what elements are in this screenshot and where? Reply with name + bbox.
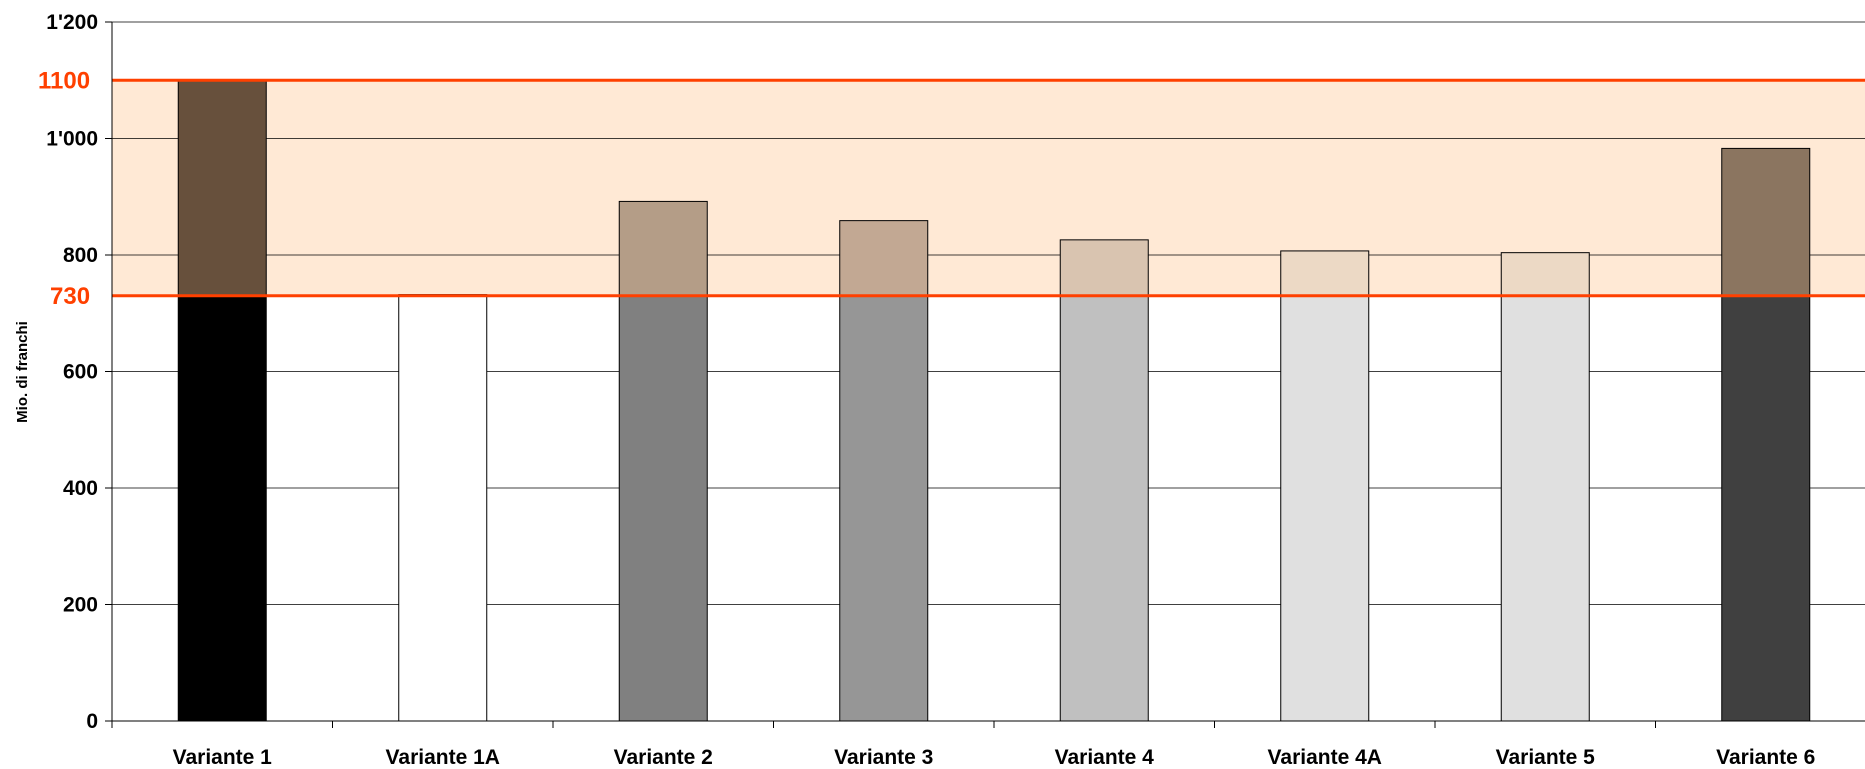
reference-lines xyxy=(112,78,1865,298)
bar-band-segment xyxy=(839,220,929,297)
bar-base-segment xyxy=(398,295,488,722)
x-category-label: Variante 6 xyxy=(1716,746,1815,769)
x-category-label: Variante 4A xyxy=(1268,746,1382,769)
y-tick-label: 0 xyxy=(86,710,98,733)
y-axis-label: Mio. di franchi xyxy=(14,321,31,423)
y-tick-label: 600 xyxy=(63,361,98,384)
reference-band-fill xyxy=(112,80,1865,296)
reference-band xyxy=(112,80,1865,296)
bar-band-segment xyxy=(1059,239,1149,297)
bar-base-segment xyxy=(1721,295,1811,722)
bar-band-segment xyxy=(618,200,708,297)
reference-label-high: 1100 xyxy=(38,67,90,94)
bar-base-segment xyxy=(839,295,929,722)
y-tick-labels: 0 200 400 600 800 1'000 1'200 xyxy=(46,11,98,733)
x-category-label: Variante 4 xyxy=(1055,746,1155,769)
bar-band-segment xyxy=(1280,250,1370,297)
x-category-label: Variante 2 xyxy=(614,746,713,769)
bars xyxy=(177,79,1811,722)
bar-base-segment xyxy=(1059,295,1149,722)
y-tick-label: 1'200 xyxy=(46,11,98,34)
bar-band-segment xyxy=(1721,147,1811,297)
bar-base-segment xyxy=(177,295,267,722)
x-category-label: Variante 3 xyxy=(834,746,933,769)
x-category-labels: Variante 1 Variante 1A Variante 2 Variante … xyxy=(173,746,1816,769)
x-category-label: Variante 5 xyxy=(1496,746,1596,769)
y-tick-label: 400 xyxy=(63,477,98,500)
y-tick-label: 200 xyxy=(63,594,98,617)
bar-base-segment xyxy=(1500,295,1590,722)
bar-band-segment xyxy=(177,79,267,297)
x-category-label: Variante 1A xyxy=(386,746,500,769)
y-tick-label: 800 xyxy=(63,244,98,267)
axes xyxy=(105,21,1865,728)
bar-band-segment xyxy=(1500,252,1590,297)
y-tick-label: 1'000 xyxy=(46,128,98,151)
x-category-label: Variante 1 xyxy=(173,746,273,769)
bar-base-segment xyxy=(1280,295,1370,722)
reference-label-low: 730 xyxy=(50,283,90,310)
bar-base-segment xyxy=(618,295,708,722)
reference-labels: 1100 730 xyxy=(38,67,90,310)
